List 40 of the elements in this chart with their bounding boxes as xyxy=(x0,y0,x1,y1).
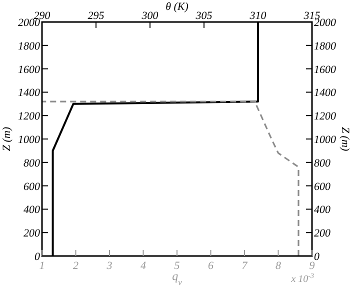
y-tick-label: 0 xyxy=(34,251,40,263)
y-tick-label: 200 xyxy=(24,228,40,240)
y-tick-label: 1800 xyxy=(18,40,40,52)
y2-tick-label: 1600 xyxy=(314,64,336,76)
y-tick-label: 800 xyxy=(24,157,40,170)
x2-tick-label: 305 xyxy=(194,10,213,22)
y2-tick-label: 2000 xyxy=(314,17,336,29)
y2-tick-label: 1000 xyxy=(314,134,336,146)
y-tick-label: 1200 xyxy=(18,110,40,123)
y2-tick-label: 600 xyxy=(314,180,331,193)
x-tick-label: 4 xyxy=(140,260,146,272)
y2-tick-label: 1800 xyxy=(314,40,336,52)
y2-tick-label: 200 xyxy=(314,228,331,240)
x-tick-label: 9 xyxy=(309,260,316,272)
x2-tick-label: 310 xyxy=(248,10,267,22)
x-tick-label: 1 xyxy=(39,260,45,272)
y2-tick-label: 800 xyxy=(314,157,331,170)
x-tick-label: 6 xyxy=(208,260,214,272)
y-tick-label: 600 xyxy=(24,180,40,193)
text: x 10$^{-3}$ xyxy=(290,272,314,285)
x-tick-label: 2 xyxy=(73,260,79,272)
x-axis-title: q$_{v}$ xyxy=(172,269,182,286)
y2-tick-label: 400 xyxy=(314,204,331,216)
y2-tick-label: 1400 xyxy=(314,87,336,100)
x2-tick-label: 300 xyxy=(140,10,159,22)
x2-tick-label: 295 xyxy=(88,10,105,22)
line-series xyxy=(41,100,300,257)
x-tick-label: 8 xyxy=(276,260,282,272)
x2-axis-title: θ (K) xyxy=(166,1,189,13)
y-tick-label: 1600 xyxy=(18,64,40,76)
x-tick-label: 5 xyxy=(174,260,180,272)
y2-axis-title: Z (m) xyxy=(339,126,351,152)
y-tick-label: 1400 xyxy=(18,87,40,100)
x-tick-label: 3 xyxy=(106,260,113,272)
y-tick-label: 400 xyxy=(24,204,40,216)
y2-tick-label: 0 xyxy=(314,251,320,263)
y-axis-title: Z (m) xyxy=(1,126,13,152)
x-tick-label: 7 xyxy=(242,260,248,272)
y-tick-label: 1000 xyxy=(18,134,40,146)
y2-tick-label: 1200 xyxy=(314,110,336,123)
